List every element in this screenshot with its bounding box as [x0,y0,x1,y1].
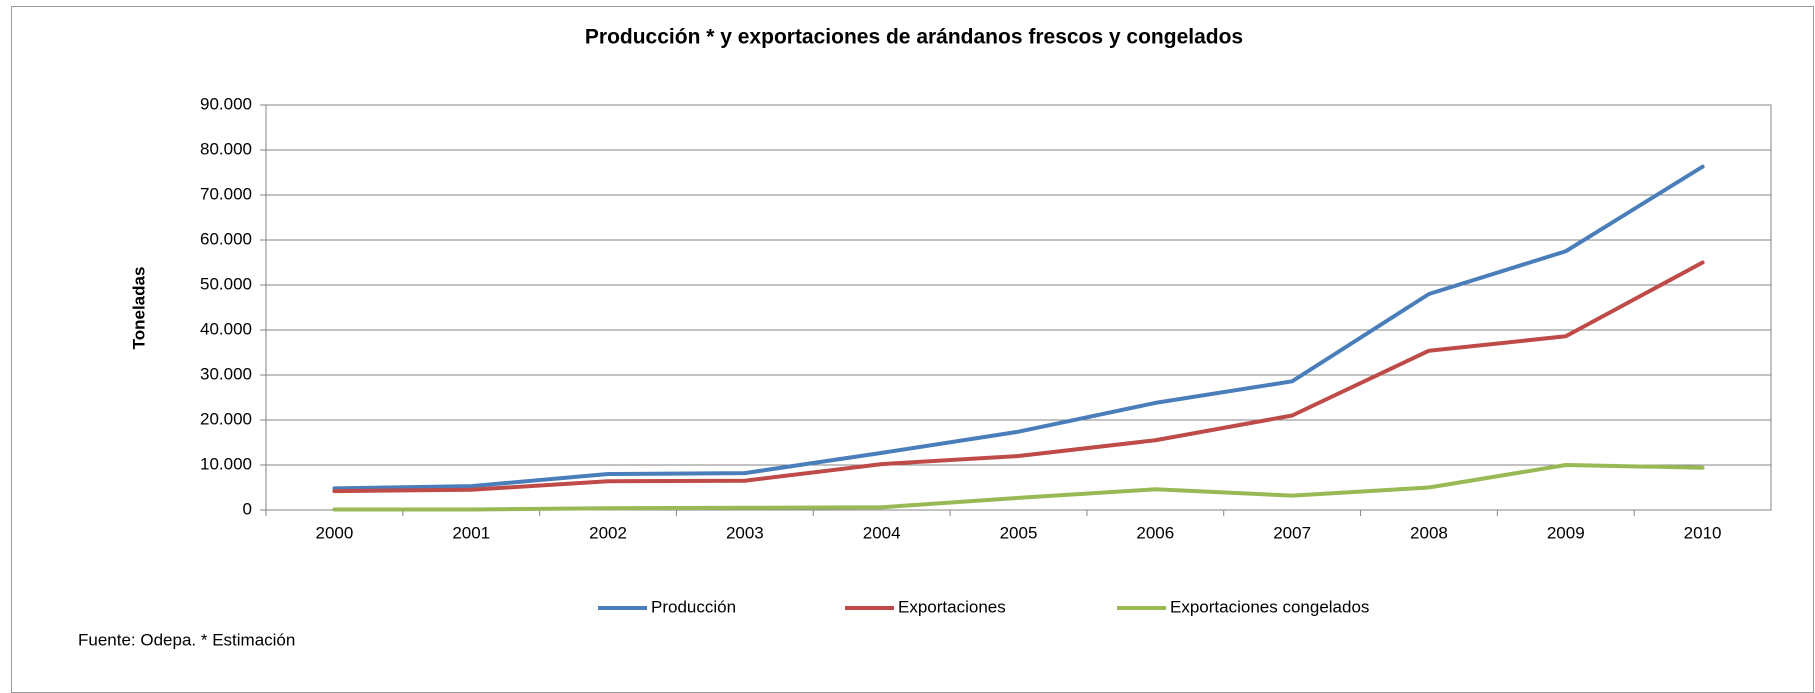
legend-label: Producción [651,597,736,616]
plot-border [265,104,1772,511]
y-tick-label: 20.000 [200,409,252,428]
legend-label: Exportaciones [898,597,1006,616]
x-tick-label: 2010 [1684,523,1722,542]
chart-title: Producción * y exportaciones de arándano… [585,26,1243,49]
x-tick-label: 2008 [1410,523,1448,542]
y-tick-label: 90.000 [200,94,252,113]
series-line [332,164,1705,491]
y-tick-label: 50.000 [200,274,252,293]
y-tick-label: 70.000 [200,184,252,203]
y-tick-label: 10.000 [200,454,252,473]
x-tick-label: 2001 [452,523,490,542]
x-tick-label: 2003 [726,523,764,542]
x-tick-label: 2009 [1547,523,1585,542]
source-note: Fuente: Odepa. * Estimación [78,630,295,649]
x-tick-label: 2007 [1273,523,1311,542]
y-tick-label: 60.000 [200,229,252,248]
x-tick-label: 2004 [863,523,901,542]
y-tick-label: 30.000 [200,364,252,383]
y-tick-label: 0 [243,499,252,518]
series-line [332,260,1705,494]
y-tick-label: 40.000 [200,319,252,338]
chart-border [11,6,1814,693]
y-tick-label: 80.000 [200,139,252,158]
legend-label: Exportaciones congelados [1170,597,1369,616]
x-tick-label: 2005 [1000,523,1038,542]
x-tick-label: 2000 [315,523,353,542]
series-line [332,463,1705,512]
y-axis-label: Toneladas [129,267,148,350]
x-tick-label: 2006 [1136,523,1174,542]
x-tick-label: 2002 [589,523,627,542]
